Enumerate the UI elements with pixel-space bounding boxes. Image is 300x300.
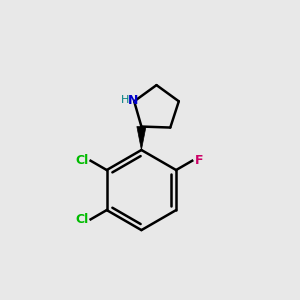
Text: N: N xyxy=(128,94,138,107)
Polygon shape xyxy=(137,127,146,150)
Text: Cl: Cl xyxy=(75,154,88,167)
Text: Cl: Cl xyxy=(75,213,88,226)
Text: F: F xyxy=(194,154,203,167)
Text: H: H xyxy=(121,95,129,106)
